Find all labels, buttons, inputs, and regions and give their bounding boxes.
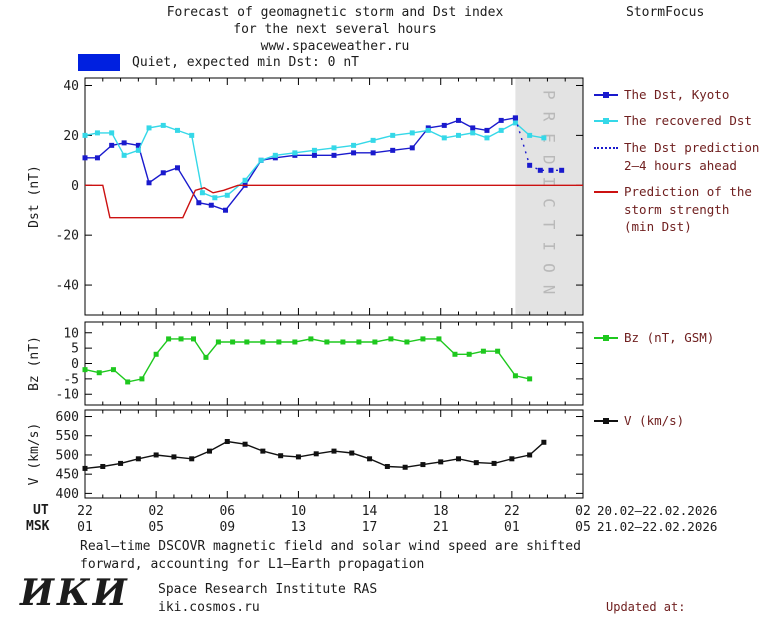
prediction-region [515, 78, 583, 315]
svg-text:40: 40 [63, 79, 79, 94]
panel-frame [84, 321, 584, 406]
title-block: Forecast of geomagnetic storm and Dst in… [90, 4, 580, 55]
svg-text:550: 550 [56, 429, 79, 444]
institute-name: Space Research Institute RAS [158, 582, 378, 597]
series-bz-0 [84, 338, 530, 383]
xtick-ut: 02 [148, 504, 164, 519]
ylabel-dst: Dst (nT) [27, 165, 42, 228]
legend-label: V (km/s) [624, 413, 685, 428]
site-url: www.spaceweather.ru [260, 39, 410, 54]
legend-item-recovered-dst: The recovered Dst [594, 112, 760, 130]
svg-text:5: 5 [71, 342, 79, 357]
legend-item-dst-prediction: The Dst prediction 2–4 hours ahead [594, 139, 760, 174]
svg-text:450: 450 [56, 468, 79, 483]
legend-item-dst-kyoto: The Dst, Kyoto [594, 86, 760, 104]
panel-dst: PREDICTION 40 20 0 -20 -40 Dst (nT) [27, 77, 584, 316]
xtick-msk: 17 [362, 520, 378, 535]
legend-label: The recovered Dst [624, 113, 752, 128]
svg-text:20: 20 [63, 129, 79, 144]
legend-item-bz: Bz (nT, GSM) [594, 329, 760, 347]
panel-frame [84, 77, 584, 316]
xtick-msk: 13 [291, 520, 307, 535]
msk-axis-label: MSK [26, 519, 50, 534]
svg-text:-40: -40 [56, 279, 79, 294]
iki-logo: ИКИ [20, 572, 130, 614]
ylabel-bz: Bz (nT) [27, 336, 42, 391]
legend-swatch [594, 333, 618, 343]
svg-text:-10: -10 [56, 388, 79, 403]
legend-swatch [594, 116, 618, 126]
updated-block: Updated at: UT 22:05, 21.02.2026 MSK 01:… [606, 567, 758, 620]
legend-label: The Dst prediction 2–4 hours ahead [624, 140, 760, 173]
propagation-note: Real–time DSCOVR magnetic field and sola… [80, 538, 581, 574]
legend-swatch [594, 90, 618, 100]
xtick-msk: 21 [433, 520, 449, 535]
svg-text:-5: -5 [63, 372, 79, 387]
note-line1: Real–time DSCOVR magnetic field and sola… [80, 539, 581, 554]
xtick-msk: 05 [575, 520, 591, 535]
xtick-msk: 05 [148, 520, 164, 535]
svg-text:-20: -20 [56, 229, 79, 244]
status-color-swatch [78, 54, 120, 71]
legend-item-storm-strength: Prediction of the storm strength (min Dst) [594, 183, 760, 236]
ylabel-v: V (km/s) [27, 423, 42, 486]
msk-date-range: 21.02–22.02.2026 [597, 519, 718, 534]
brand-stormfocus: StormFocus [626, 5, 705, 20]
legend-swatch [594, 416, 618, 426]
series-dst-3 [85, 184, 583, 219]
status-line: Quiet, expected min Dst: 0 nT [78, 54, 359, 71]
status-text: Quiet, expected min Dst: 0 nT [132, 55, 359, 70]
note-line2: forward, accounting for L1–Earth propaga… [80, 557, 425, 572]
xtick-msk: 01 [504, 520, 520, 535]
xtick-msk: 09 [219, 520, 235, 535]
xtick-ut: 06 [219, 504, 235, 519]
xtick-ut: 22 [504, 504, 520, 519]
ut-axis-label: UT [33, 503, 49, 518]
institute-url: iki.cosmos.ru [158, 600, 260, 615]
panel-frame [84, 409, 584, 499]
legend-item-v: V (km/s) [594, 412, 760, 430]
page-title-line2: for the next several hours [233, 22, 437, 37]
xtick-ut: 10 [291, 504, 307, 519]
xtick-ut: 22 [77, 504, 93, 519]
series-dst-0 [85, 117, 516, 212]
page-title-line1: Forecast of geomagnetic storm and Dst in… [166, 5, 504, 20]
legend-swatch [594, 187, 618, 197]
ut-date-range: 20.02–22.02.2026 [597, 503, 718, 518]
prediction-region-label: PREDICTION [539, 90, 558, 306]
svg-text:600: 600 [56, 410, 79, 425]
legend-label: Prediction of the storm strength (min Dst) [624, 184, 752, 234]
legend-label: The Dst, Kyoto [624, 87, 730, 102]
svg-text:0: 0 [71, 179, 79, 194]
svg-text:10: 10 [63, 326, 79, 341]
legend-label: Bz (nT, GSM) [624, 330, 715, 345]
xtick-ut: 02 [575, 504, 591, 519]
xtick-ut: 18 [433, 504, 449, 519]
svg-text:0: 0 [71, 357, 79, 372]
xtick-ut: 14 [362, 504, 378, 519]
legend-swatch [594, 143, 618, 153]
svg-text:400: 400 [56, 487, 79, 502]
updated-label: Updated at: [606, 600, 686, 614]
xtick-msk: 01 [77, 520, 93, 535]
panel-v: 600 550 500 450 400 V (km/s) [27, 409, 584, 502]
svg-text:500: 500 [56, 448, 79, 463]
